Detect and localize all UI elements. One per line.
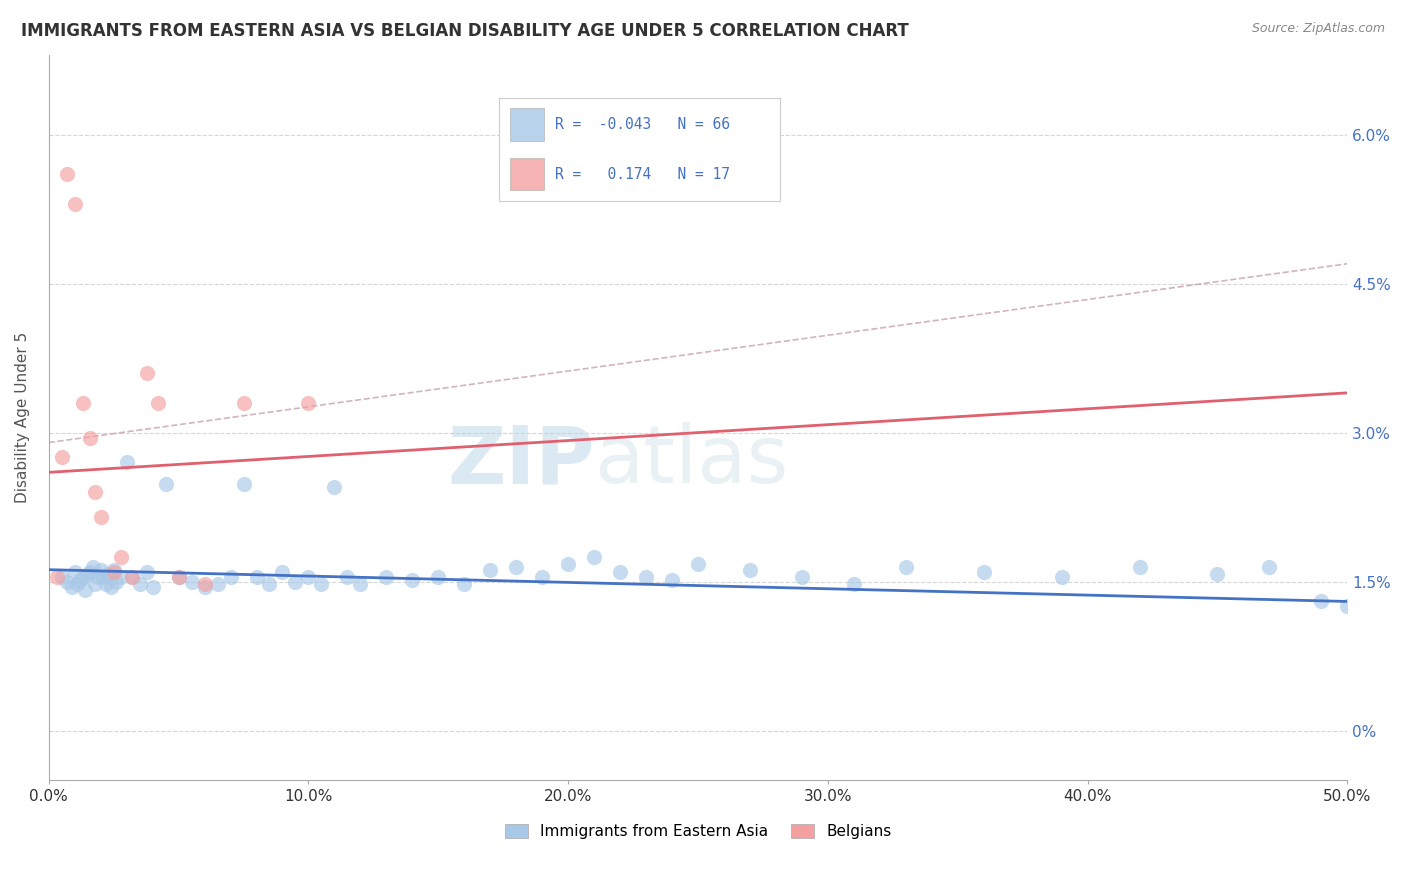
Text: R =   0.174   N = 17: R = 0.174 N = 17 [555,167,730,182]
Point [82,559,104,574]
Point [505,559,527,574]
Point [297,569,319,583]
Point [245,569,267,583]
Point [401,573,423,587]
Point [479,563,502,577]
Point [323,480,346,494]
Point [79,431,101,445]
Point [453,576,475,591]
Point [738,563,761,577]
Point [790,569,813,583]
Point [146,396,169,410]
Point [259,576,281,591]
Point [66,576,89,591]
Point [193,576,215,591]
Point [284,574,307,589]
Point [51,450,73,465]
Point [583,549,606,564]
Point [56,167,79,181]
Point [60,580,83,594]
Point [661,573,683,587]
Point [207,576,229,591]
Point [103,565,125,579]
Point [1310,594,1333,608]
Bar [510,158,544,190]
Point [311,576,333,591]
Point [76,566,98,581]
Point [79,565,101,579]
Point [686,557,709,571]
Point [97,566,120,581]
Point [87,569,110,583]
Point [557,557,579,571]
Point [63,197,86,211]
Point [271,565,294,579]
Point [1258,559,1281,574]
Point [69,573,91,587]
Point [1128,559,1150,574]
Point [103,563,125,577]
Point [232,396,254,410]
Point [110,549,132,564]
Point [180,574,202,589]
Point [72,396,94,410]
Point [84,576,107,591]
Point [219,569,242,583]
Point [531,569,554,583]
Point [136,366,159,380]
Point [155,477,177,491]
Point [894,559,917,574]
Text: R =  -0.043   N = 66: R = -0.043 N = 66 [555,117,730,132]
Point [84,485,107,500]
Point [128,576,150,591]
Text: Source: ZipAtlas.com: Source: ZipAtlas.com [1251,22,1385,36]
Point [193,580,215,594]
Point [1206,566,1229,581]
Point [1336,599,1358,614]
Y-axis label: Disability Age Under 5: Disability Age Under 5 [15,332,30,503]
Point [45,569,67,583]
Text: IMMIGRANTS FROM EASTERN ASIA VS BELGIAN DISABILITY AGE UNDER 5 CORRELATION CHART: IMMIGRANTS FROM EASTERN ASIA VS BELGIAN … [21,22,908,40]
Point [842,576,865,591]
Point [90,510,112,524]
Point [167,569,190,583]
Point [110,569,132,583]
Point [56,574,79,589]
Point [142,580,165,594]
Point [75,582,97,597]
Point [63,565,86,579]
Point [167,569,190,583]
Point [232,477,254,491]
Point [94,576,117,591]
Point [121,569,143,583]
Point [91,569,114,583]
Point [375,569,398,583]
Point [609,565,631,579]
Point [90,563,112,577]
Point [973,565,995,579]
Point [349,576,371,591]
Point [297,396,319,410]
Point [105,574,128,589]
Point [427,569,450,583]
Bar [510,108,544,141]
Legend: Immigrants from Eastern Asia, Belgians: Immigrants from Eastern Asia, Belgians [499,818,897,845]
Point [100,580,122,594]
Point [121,569,143,583]
Point [336,569,359,583]
Text: atlas: atlas [595,422,789,500]
Point [115,455,138,469]
Point [51,569,73,583]
Point [72,569,94,583]
Text: ZIP: ZIP [447,422,595,500]
Point [1050,569,1073,583]
Point [136,565,159,579]
Point [636,569,658,583]
